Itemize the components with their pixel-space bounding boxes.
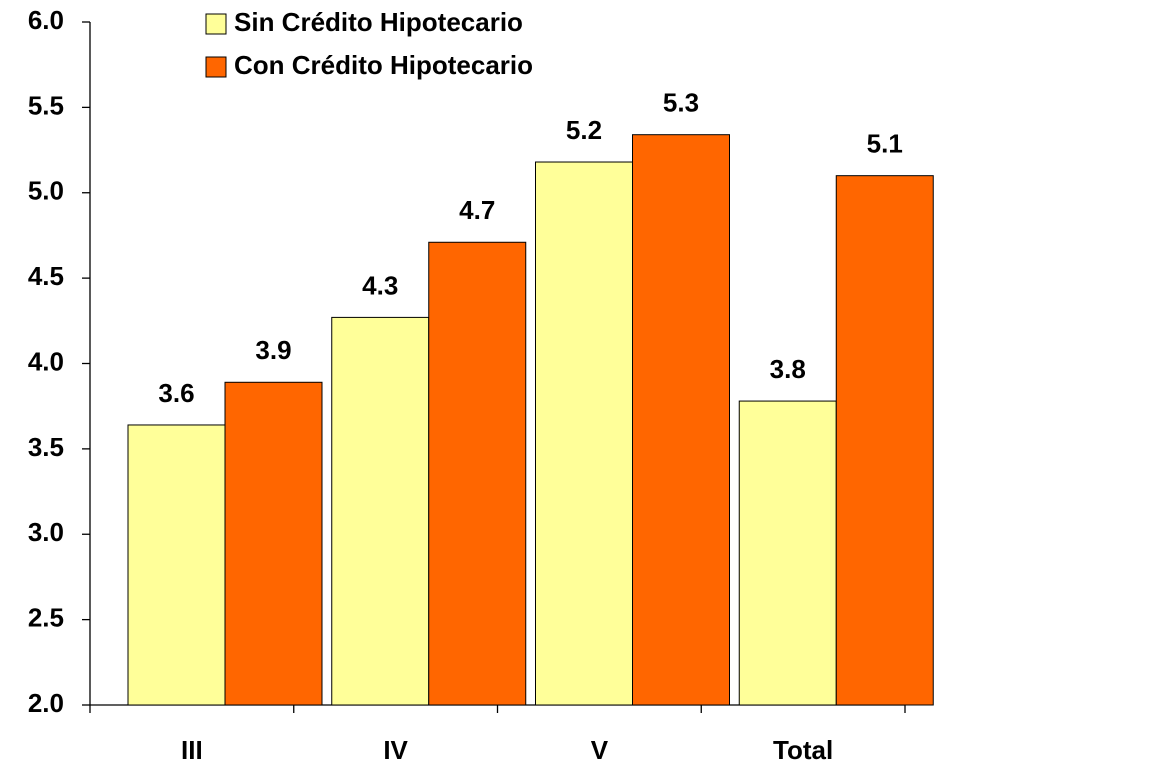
legend-swatch bbox=[205, 56, 227, 78]
bar bbox=[127, 424, 226, 706]
x-tick-label: IV bbox=[383, 735, 408, 765]
y-tick-label: 6.0 bbox=[28, 5, 64, 35]
legend-label: Con Crédito Hipotecario bbox=[234, 50, 533, 80]
bar bbox=[428, 241, 527, 706]
x-tick-label: Total bbox=[773, 735, 833, 765]
bar bbox=[632, 134, 730, 706]
data-label: 3.6 bbox=[158, 378, 194, 408]
bar bbox=[535, 161, 633, 706]
data-label: 4.7 bbox=[459, 195, 495, 225]
legend-swatch bbox=[205, 13, 227, 35]
bar bbox=[331, 316, 430, 706]
y-tick-label: 4.5 bbox=[28, 261, 64, 291]
data-label: 3.8 bbox=[770, 354, 806, 384]
data-label: 5.2 bbox=[566, 115, 602, 145]
bar bbox=[738, 400, 837, 706]
data-label: 5.3 bbox=[663, 88, 699, 118]
y-tick-label: 3.0 bbox=[28, 517, 64, 547]
x-tick-label: III bbox=[181, 735, 203, 765]
data-label: 5.1 bbox=[867, 129, 903, 159]
y-tick-label: 3.5 bbox=[28, 432, 64, 462]
bar bbox=[224, 381, 323, 706]
y-tick-label: 5.0 bbox=[28, 176, 64, 206]
data-label: 4.3 bbox=[362, 270, 398, 300]
legend-label: Sin Crédito Hipotecario bbox=[234, 7, 523, 37]
y-tick-label: 5.5 bbox=[28, 90, 64, 120]
data-label: 3.9 bbox=[255, 335, 291, 365]
x-tick-label: V bbox=[591, 735, 609, 765]
y-tick-label: 2.5 bbox=[28, 603, 64, 633]
y-tick-label: 2.0 bbox=[28, 688, 64, 718]
y-tick-label: 4.0 bbox=[28, 346, 64, 376]
bar bbox=[835, 175, 934, 706]
